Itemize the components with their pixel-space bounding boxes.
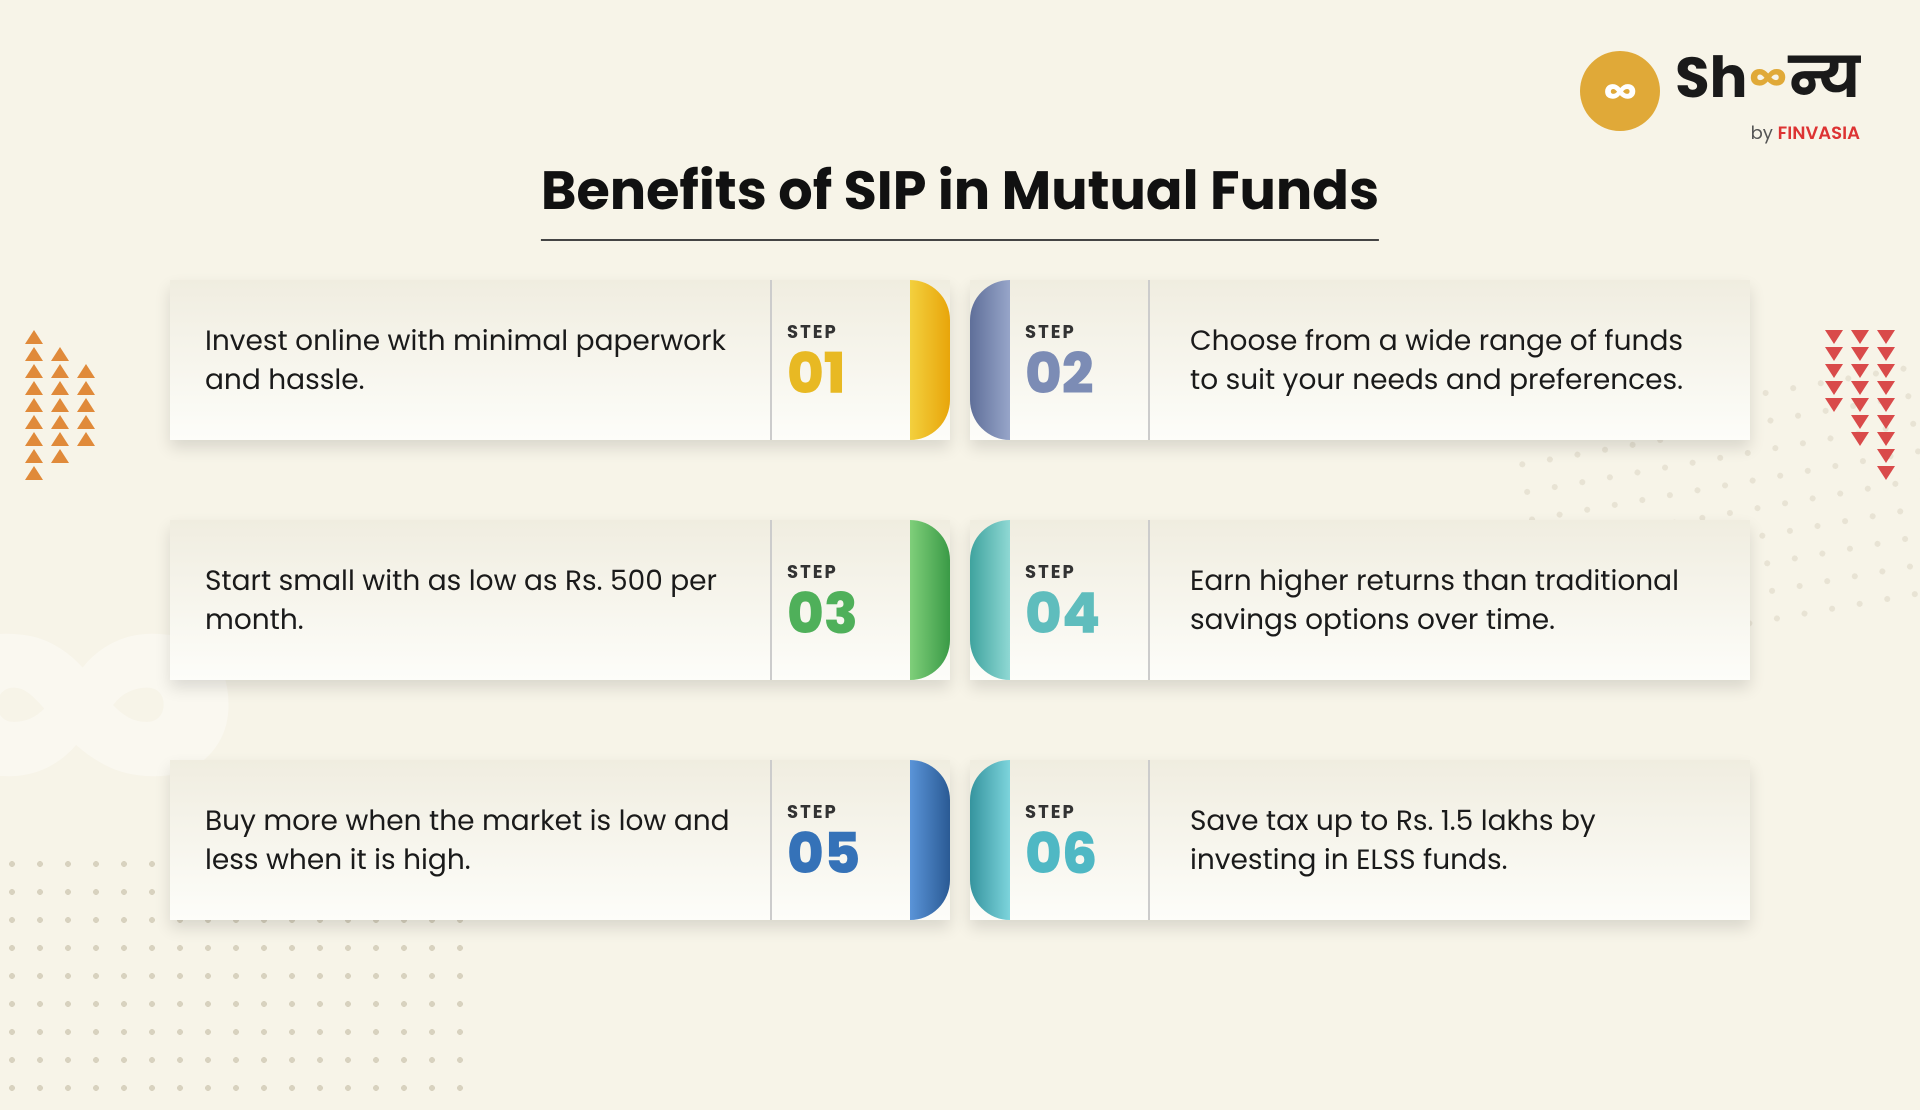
step-number-box: STEP 03 bbox=[770, 520, 910, 680]
step-number: 06 bbox=[1025, 826, 1133, 882]
step-number: 03 bbox=[787, 586, 895, 642]
step-card-04: STEP 04 Earn higher returns than traditi… bbox=[970, 520, 1750, 680]
brand-byline: by FINVASIA bbox=[1751, 120, 1860, 147]
byline-prefix: by bbox=[1751, 121, 1778, 146]
brand-name: Sh ∞ न्य bbox=[1675, 35, 1860, 120]
step-text: Choose from a wide range of funds to sui… bbox=[1155, 280, 1750, 440]
color-tab bbox=[910, 760, 950, 920]
byline-brand: FINVASIA bbox=[1778, 121, 1860, 146]
brand-logo: ∞ Sh ∞ न्य by FINVASIA bbox=[1580, 35, 1860, 147]
color-tab bbox=[970, 280, 1010, 440]
step-number: 02 bbox=[1025, 346, 1133, 402]
color-tab bbox=[910, 280, 950, 440]
step-card-06: STEP 06 Save tax up to Rs. 1.5 lakhs by … bbox=[970, 760, 1750, 920]
step-number-box: STEP 01 bbox=[770, 280, 910, 440]
step-number: 04 bbox=[1025, 586, 1133, 642]
step-number: 05 bbox=[787, 826, 895, 882]
step-number-box: STEP 04 bbox=[1010, 520, 1150, 680]
step-text: Invest online with minimal paperwork and… bbox=[170, 280, 765, 440]
step-number-box: STEP 05 bbox=[770, 760, 910, 920]
step-card-05: Buy more when the market is low and less… bbox=[170, 760, 950, 920]
page-title: Benefits of SIP in Mutual Funds bbox=[541, 150, 1379, 241]
triangle-decoration-right bbox=[1825, 330, 1895, 480]
step-text: Save tax up to Rs. 1.5 lakhs by investin… bbox=[1155, 760, 1750, 920]
step-number-box: STEP 06 bbox=[1010, 760, 1150, 920]
steps-grid: Invest online with minimal paperwork and… bbox=[170, 280, 1750, 920]
brand-suffix: न्य bbox=[1789, 35, 1860, 120]
step-card-03: Start small with as low as Rs. 500 per m… bbox=[170, 520, 950, 680]
step-text: Start small with as low as Rs. 500 per m… bbox=[170, 520, 765, 680]
logo-text-block: Sh ∞ न्य by FINVASIA bbox=[1675, 35, 1860, 147]
infinity-icon: ∞ bbox=[1749, 42, 1786, 114]
step-card-01: Invest online with minimal paperwork and… bbox=[170, 280, 950, 440]
color-tab bbox=[970, 520, 1010, 680]
step-text: Earn higher returns than traditional sav… bbox=[1155, 520, 1750, 680]
step-card-02: STEP 02 Choose from a wide range of fund… bbox=[970, 280, 1750, 440]
brand-prefix: Sh bbox=[1675, 35, 1747, 120]
step-text: Buy more when the market is low and less… bbox=[170, 760, 765, 920]
triangle-decoration-left bbox=[25, 330, 95, 480]
step-number: 01 bbox=[787, 346, 895, 402]
logo-badge-icon: ∞ bbox=[1580, 51, 1660, 131]
step-number-box: STEP 02 bbox=[1010, 280, 1150, 440]
color-tab bbox=[910, 520, 950, 680]
color-tab bbox=[970, 760, 1010, 920]
